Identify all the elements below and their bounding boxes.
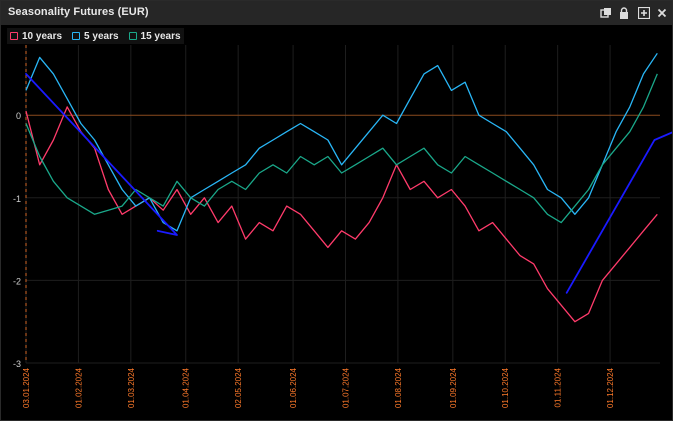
- legend-swatch-5-years: [72, 32, 81, 40]
- y-tick-label: 0: [16, 111, 21, 121]
- x-tick-label: 01.12.2024: [606, 367, 615, 408]
- legend-label: 15 years: [140, 30, 181, 42]
- x-tick-label: 01.11.2024: [554, 367, 563, 407]
- series-line-15-years: [25, 73, 658, 224]
- x-tick-label: 03.01.2024: [22, 367, 31, 408]
- series-line-10-years: [25, 106, 658, 323]
- annotation-uptrend-line: [565, 131, 672, 294]
- x-tick-label: 01.10.2024: [501, 367, 510, 408]
- legend-swatch-15-years: [128, 32, 137, 40]
- legend-label: 10 years: [22, 30, 63, 42]
- y-tick-label: -2: [13, 276, 21, 286]
- x-tick-label: 01.04.2024: [182, 367, 191, 408]
- series-line-5-years: [25, 52, 658, 232]
- x-tick-label: 01.09.2024: [449, 367, 458, 408]
- x-tick-label: 01.02.2024: [74, 367, 83, 408]
- annotation-downtrend-line: [25, 73, 178, 236]
- add-widget-icon[interactable]: [637, 6, 651, 20]
- legend-label: 5 years: [84, 30, 119, 42]
- title-bar[interactable]: Seasonality Futures (EUR): [1, 1, 672, 25]
- close-icon[interactable]: [656, 6, 668, 18]
- legend-item-10-years[interactable]: 10 years: [10, 31, 62, 42]
- x-tick-label: 01.03.2024: [127, 367, 136, 408]
- x-tick-label: 01.07.2024: [341, 367, 350, 408]
- lock-icon[interactable]: [618, 6, 630, 19]
- restore-icon[interactable]: [600, 6, 612, 18]
- x-tick-label: 01.08.2024: [394, 367, 403, 408]
- legend-swatch-10-years: [10, 32, 18, 40]
- legend-item-5-years[interactable]: 5 years: [72, 30, 119, 42]
- y-tick-label: -3: [13, 359, 21, 369]
- window-title: Seasonality Futures (EUR): [8, 6, 149, 18]
- legend: 10 years 5 years 15 years: [7, 28, 184, 44]
- x-tick-label: 01.06.2024: [289, 367, 298, 408]
- legend-item-15-years[interactable]: 15 years: [128, 30, 181, 42]
- y-tick-label: -1: [13, 194, 21, 204]
- x-tick-label: 02.05.2024: [234, 367, 243, 408]
